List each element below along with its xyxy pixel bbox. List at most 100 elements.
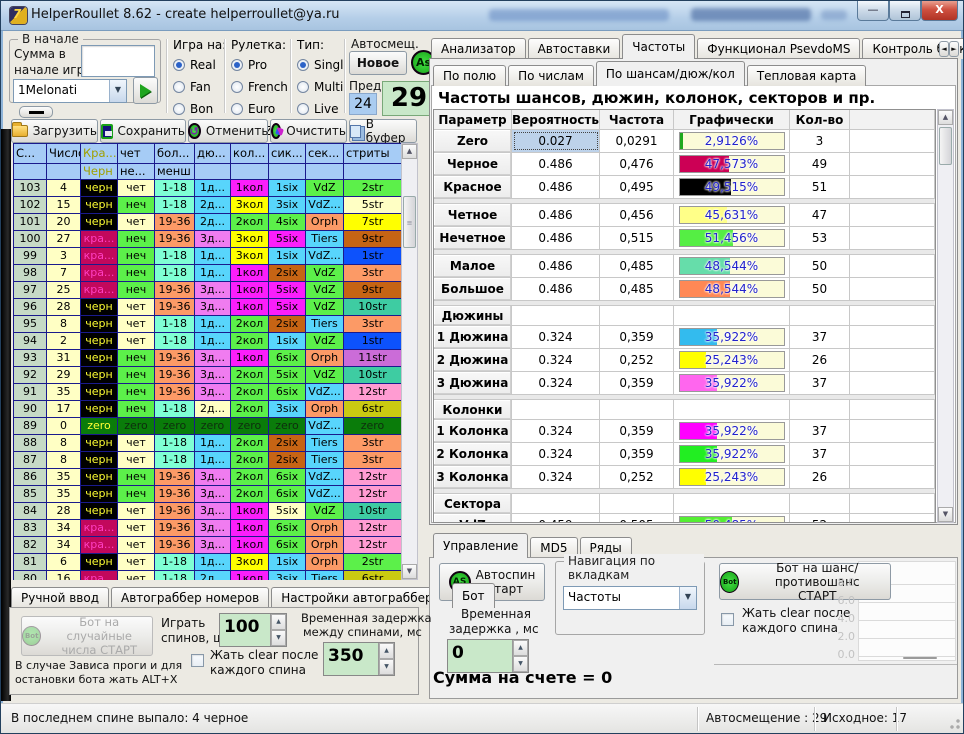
spin-up-icon[interactable]: ▲ — [271, 614, 286, 630]
radio-icon[interactable] — [173, 81, 185, 93]
tab-Тепловая карта[interactable]: Тепловая карта — [746, 65, 867, 86]
radio-icon[interactable] — [297, 81, 309, 93]
freq-row-Четное[interactable]: Четное 0.486 0,456 45,631% 47 — [434, 204, 935, 227]
freq-row-1 Дюжина[interactable]: 1 Дюжина 0.324 0,359 35,922% 37 — [434, 326, 935, 349]
radio-icon[interactable] — [297, 103, 309, 115]
Отменить-button[interactable]: ↺ Отменить — [187, 119, 268, 143]
tab-Автограббер номеров[interactable]: Автограббер номеров — [111, 587, 270, 608]
tab-Анализатор[interactable]: Анализатор — [431, 38, 526, 59]
table-row[interactable]: 97 25 кра... неч 19-36 3д... 1кол 5six VdZ 9str — [14, 282, 401, 299]
table-row[interactable]: 82 34 кра... чет 19-36 3д... 1кол 6six Orph 12str — [14, 537, 401, 554]
table-row[interactable]: 87 8 черн чет 1-18 1д... 2кол 2six Tiers 3str — [14, 452, 401, 469]
table-row[interactable]: 85 35 черн неч 19-36 3д... 2кол 6six VdZ... 12str — [14, 486, 401, 503]
Сохранить-button[interactable]: Сохранить — [100, 119, 186, 143]
table-row[interactable]: 102 15 черн неч 1-18 2д... 3кол 3six VdZ... 5str — [14, 197, 401, 214]
table-row[interactable]: 84 28 черн чет 19-36 3д... 1кол 5six VdZ 10str — [14, 503, 401, 520]
freq-row-VdZ[interactable]: VdZ0.4590,50550,485%52 — [434, 514, 935, 522]
table-row[interactable]: 86 35 черн неч 19-36 3д... 2кол 6six VdZ... 12str — [14, 469, 401, 486]
resize-grip[interactable] — [948, 718, 961, 731]
start-sum-input[interactable] — [81, 45, 155, 77]
close-button[interactable]: X — [921, 1, 958, 21]
scrollbar-thumb[interactable] — [939, 127, 952, 165]
tab-По числам[interactable]: По числам — [508, 65, 594, 86]
table-row[interactable]: 91 35 черн неч 19-36 3д... 2кол 6six VdZ... 12str — [14, 384, 401, 401]
table-row[interactable]: 80 16 кра... чет 1-18 2д... 1кол 3six Tiers 6str — [14, 571, 401, 580]
radio-icon[interactable] — [231, 59, 243, 71]
tab-Управление[interactable]: Управление — [433, 533, 529, 558]
random-bot-start-button[interactable]: Bot Бот на случайные числа СТАРТ — [21, 615, 153, 657]
spins-table[interactable]: С...ЧислоКра...четбол...дю...кол...сик..… — [13, 143, 401, 580]
radio-French[interactable]: French — [231, 78, 292, 96]
radio-Multi[interactable]: Multi — [297, 78, 344, 96]
freq-row-Нечетное[interactable]: Нечетное 0.486 0,515 51,456% 53 — [434, 227, 935, 250]
Очистить-button[interactable]: Очистить — [270, 119, 347, 143]
radio-Pro[interactable]: Pro — [231, 56, 292, 74]
radio-icon[interactable] — [173, 59, 185, 71]
table-row[interactable]: 90 17 черн неч 1-18 2д... 2кол 3six Orph 6str — [14, 401, 401, 418]
radio-icon[interactable] — [297, 59, 309, 71]
spin-down-icon[interactable]: ▼ — [271, 630, 286, 646]
table-header-row[interactable]: С...ЧислоКра...четбол...дю...кол...сик..… — [14, 144, 401, 164]
tab-Автоставки[interactable]: Автоставки — [527, 38, 621, 59]
tab-navigation-combobox[interactable]: Частоты ▼ — [563, 586, 697, 610]
collapse-button[interactable] — [19, 106, 53, 118]
radio-icon[interactable] — [173, 103, 185, 115]
spins-count-stepper[interactable]: 100 ▲ ▼ — [219, 613, 287, 647]
freq-row-2 Колонка[interactable]: 2 Колонка 0.324 0,359 35,922% 37 — [434, 443, 935, 466]
tab-Бот[interactable]: Бот — [451, 583, 495, 608]
table-row[interactable]: 83 34 кра... чет 19-36 3д... 1кол 6six Orph 12str — [14, 520, 401, 537]
freq-row-Дюжины[interactable]: Дюжины — [434, 306, 935, 326]
freq-row-Малое[interactable]: Малое 0.486 0,485 48,544% 50 — [434, 255, 935, 278]
radio-Fan[interactable]: Fan — [173, 78, 226, 96]
scrollbar-thumb[interactable]: ≡ — [403, 196, 416, 248]
freq-row-Колонки[interactable]: Колонки — [434, 400, 935, 420]
table-row[interactable]: 92 29 черн неч 19-36 3д... 2кол 5six VdZ 10str — [14, 367, 401, 384]
radio-Bon[interactable]: Bon — [173, 100, 226, 118]
spin-down-icon[interactable]: ▼ — [379, 659, 394, 675]
Загрузить-button[interactable]: Загрузить — [11, 119, 98, 143]
table-row[interactable]: 89 0 zero zero zero zero zero zero VdZ... zero — [14, 418, 401, 435]
radio-icon[interactable] — [231, 81, 243, 93]
freq-row-2 Дюжина[interactable]: 2 Дюжина 0.324 0,252 25,243% 26 — [434, 349, 935, 372]
table-row[interactable]: 93 31 черн неч 19-36 3д... 1кол 6six Orph 11str — [14, 350, 401, 367]
spin-down-icon[interactable]: ▼ — [513, 656, 528, 672]
chevron-down-icon[interactable]: ▼ — [109, 80, 126, 102]
radio-Live[interactable]: Live — [297, 100, 344, 118]
table-row[interactable]: 94 2 черн чет 1-18 1д... 2кол 1six VdZ 1str — [14, 333, 401, 350]
freq-row-Черное[interactable]: Черное 0.486 0,476 47,573% 49 — [434, 153, 935, 176]
clear-after-spin-checkbox[interactable] — [191, 654, 204, 667]
minimize-button[interactable]: — — [857, 1, 889, 21]
table-header-row[interactable]: Черн не... менш — [14, 164, 401, 180]
freq-row-Красное[interactable]: Красное 0.486 0,495 49,515% 51 — [434, 176, 935, 199]
table-row[interactable]: 98 7 кра... неч 1-18 1д... 1кол 2six VdZ 3str — [14, 265, 401, 282]
freq-row-Zero[interactable]: Zero 0.027 0,0291 2,9126% 3 — [434, 130, 935, 153]
freq-row-3 Колонка[interactable]: 3 Колонка 0.324 0,252 25,243% 26 — [434, 466, 935, 489]
new-button[interactable]: Новое — [349, 51, 407, 75]
tab-Частоты[interactable]: Частоты — [622, 34, 696, 59]
table-row[interactable]: 103 4 черн чет 1-18 1д... 1кол 1six VdZ 2str — [14, 180, 401, 197]
tab-Ручной ввод[interactable]: Ручной ввод — [11, 587, 110, 608]
clear-after-spin-checkbox-2[interactable] — [721, 613, 734, 626]
freq-row-Сектора[interactable]: Сектора — [434, 494, 935, 514]
tab-MD5[interactable]: MD5 — [530, 537, 578, 558]
В буфер-button[interactable]: В буфер — [349, 117, 417, 145]
table-row[interactable]: 95 8 черн чет 1-18 1д... 2кол 2six Tiers 3str — [14, 316, 401, 333]
tab-scroll-left-icon[interactable]: ◄ — [939, 41, 949, 57]
table-row[interactable]: 101 20 черн чет 19-36 2д... 2кол 4six Orph 7str — [14, 214, 401, 231]
table-row[interactable]: 100 27 кра... неч 19-36 3д... 3кол 5six Tiers 9st… — [14, 231, 401, 248]
maximize-button[interactable] — [889, 1, 921, 21]
scroll-down-icon[interactable]: ▼ — [938, 507, 953, 522]
chance-bot-start-button[interactable]: Bot Бот на шанс/противошанс СТАРТ — [719, 561, 891, 603]
radio-icon[interactable] — [231, 103, 243, 115]
freq-row-3 Дюжина[interactable]: 3 Дюжина 0.324 0,359 35,922% 37 — [434, 372, 935, 395]
tab-Ряды[interactable]: Ряды — [579, 537, 632, 558]
tab-scroll-right-icon[interactable]: ► — [949, 41, 959, 57]
table-row[interactable]: 99 3 кра... неч 1-18 1д... 3кол 1six VdZ... 1str — [14, 248, 401, 265]
radio-Singl[interactable]: Singl — [297, 56, 344, 74]
spins-scrollbar[interactable]: ▲ ≡ ▼ — [401, 143, 418, 580]
tab-По полю[interactable]: По полю — [433, 65, 507, 86]
delay-stepper[interactable]: 0 ▲ ▼ — [447, 639, 529, 673]
scroll-down-icon[interactable]: ▼ — [402, 564, 417, 579]
tab-По шансам/дюж/кол[interactable]: По шансам/дюж/кол — [595, 61, 745, 86]
radio-Real[interactable]: Real — [173, 56, 226, 74]
